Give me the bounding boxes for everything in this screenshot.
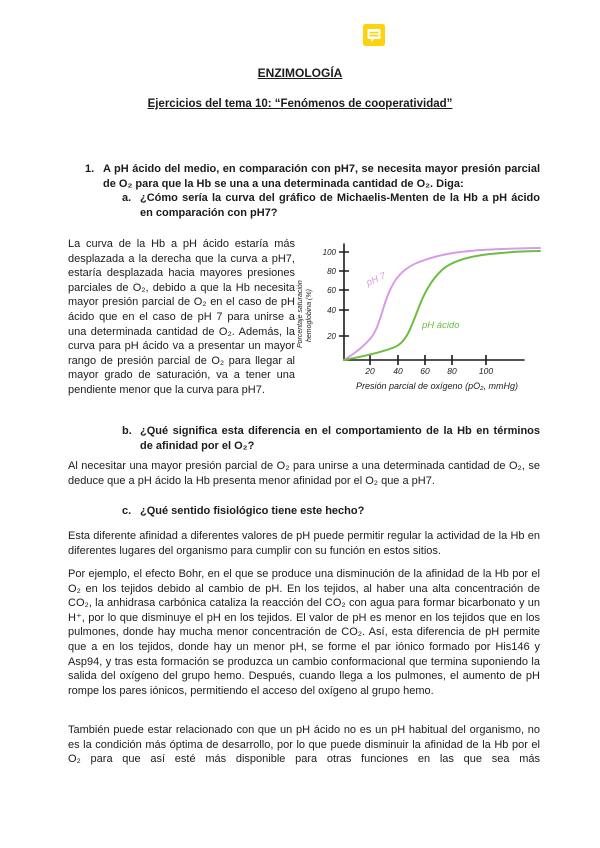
ph-acido-curve-label: pH ácido (421, 320, 460, 331)
question-1-block: 1. A pH ácido del medio, en comparación … (85, 162, 540, 220)
y-tick-80: 80 (327, 267, 336, 276)
y-tick-marks (339, 251, 349, 337)
page-subtitle: Ejercicios del tema 10: “Fenómenos de co… (147, 98, 453, 110)
answer-c-paragraph-2: Por ejemplo, el efecto Bohr, en el que s… (68, 568, 540, 697)
x-axis-label: Presión parcial de oxígeno (pO₂, mmHg) (356, 381, 518, 391)
y-axis-label-line2: hemoglobina (%) (306, 289, 313, 342)
question-text: A pH ácido del medio, en comparación con… (103, 163, 540, 190)
ph-acido-curve (343, 250, 541, 361)
question-1a-text: ¿Cómo sería la curva del gráfico de Mich… (140, 192, 540, 219)
y-tick-20: 20 (326, 332, 336, 341)
question-1a-letter: a. (122, 192, 132, 205)
bubble-line-1 (369, 31, 379, 34)
question-1: 1. A pH ácido del medio, en comparación … (85, 162, 540, 191)
answer-c-paragraph-1: Esta diferente afinidad a diferentes val… (68, 530, 540, 557)
question-1b: b. ¿Qué significa esta diferencia en el … (122, 424, 540, 453)
question-number: 1. (85, 163, 95, 175)
axes-lines (343, 243, 525, 361)
ph7-curve (343, 247, 541, 361)
question-1b-text: ¿Qué significa esta diferencia en el com… (140, 425, 540, 452)
question-1c: c. ¿Qué sentido fisiológico tiene este h… (122, 504, 540, 519)
answer-b-paragraph: Al necesitar una mayor presión parcial d… (68, 460, 540, 487)
comment-annotation-button[interactable] (363, 24, 385, 46)
x-tick-60: 60 (420, 366, 430, 376)
bubble-body (367, 29, 381, 39)
answer-c-paragraph-3: También puede estar relacionado con que … (68, 724, 540, 766)
y-tick-100: 100 (323, 248, 337, 257)
question-1b-letter: b. (122, 425, 132, 437)
x-tick-20: 20 (364, 366, 375, 376)
saturation-curve-figure: pH 7 pH ácido 100 80 60 40 20 20 40 60 8… (292, 236, 544, 396)
y-tick-40: 40 (327, 306, 336, 315)
y-axis-label-line1: Porcentaje saturación (297, 280, 304, 348)
bubble-tail (371, 38, 375, 42)
x-tick-100: 100 (479, 366, 493, 376)
bubble-line-2 (369, 34, 379, 37)
y-tick-60: 60 (327, 286, 336, 295)
x-tick-80: 80 (447, 366, 457, 376)
x-tick-marks (369, 355, 487, 365)
question-1a: a. ¿Cómo sería la curva del gráfico de M… (122, 191, 540, 220)
speech-bubble-icon (363, 24, 385, 46)
question-1c-letter: c. (122, 505, 132, 517)
x-tick-40: 40 (393, 366, 403, 376)
hand-drawn-chart: pH 7 pH ácido 100 80 60 40 20 20 40 60 8… (297, 243, 541, 391)
answer-a-paragraph: La curva de la Hb a pH ácido estaría más… (68, 238, 295, 396)
ph7-curve-label: pH 7 (364, 270, 388, 289)
question-1c-text: ¿Qué sentido fisiológico tiene este hech… (140, 505, 365, 517)
page-title: ENZIMOLOGÍA (257, 66, 343, 80)
